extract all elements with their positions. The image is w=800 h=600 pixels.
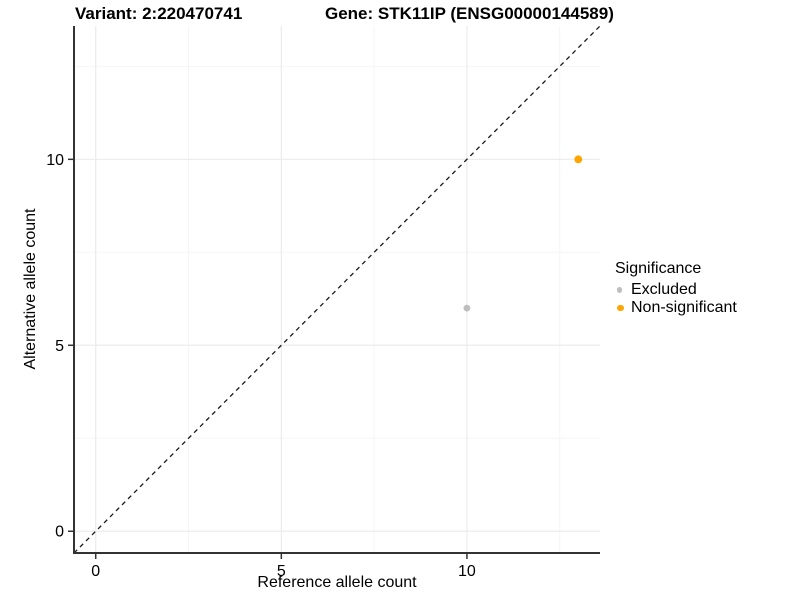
legend-entries: Excluded Non-significant [615, 281, 737, 317]
legend-dot-icon [617, 304, 624, 312]
y-axis-label: Alternative allele count [22, 208, 39, 370]
x-axis-label: Reference allele count [257, 574, 417, 591]
legend-label: Excluded [631, 281, 697, 298]
x-tick-label: 10 [458, 563, 476, 580]
legend-key [615, 304, 631, 312]
x-tick-label: 5 [277, 563, 286, 580]
y-tick-label: 0 [55, 524, 64, 541]
legend: Significance Excluded Non-significant [615, 260, 737, 317]
legend-label: Non-significant [631, 299, 737, 316]
identity-dashed-line [73, 25, 601, 554]
x-tick-label: 0 [91, 563, 100, 580]
data-point-non-significant [574, 155, 583, 164]
legend-entry: Excluded [615, 281, 737, 299]
data-point-excluded [463, 304, 471, 312]
y-tick-label: 5 [55, 338, 64, 355]
legend-dot-icon [617, 287, 623, 293]
legend-key [615, 287, 631, 293]
gene-title: Gene: STK11IP (ENSG00000144589) [325, 4, 614, 23]
y-tick-label: 10 [46, 152, 64, 169]
legend-title: Significance [615, 260, 702, 277]
variant-title: Variant: 2:220470741 [75, 4, 243, 23]
legend-entry: Non-significant [615, 299, 737, 317]
